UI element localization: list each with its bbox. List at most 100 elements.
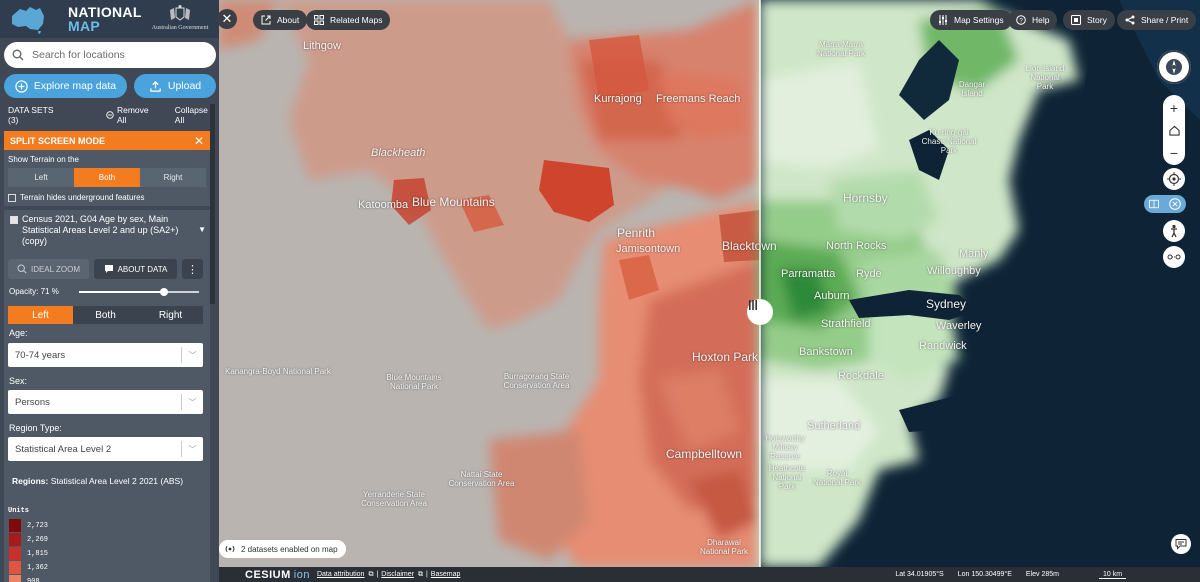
layer-side-toggle: Left Both Right: [8, 306, 203, 324]
home-icon[interactable]: [1168, 125, 1180, 136]
label-kanangra: Kanangra-Boyd National Park: [225, 367, 331, 376]
zoom-in-icon[interactable]: +: [1169, 99, 1179, 116]
label-lithgow: Lithgow: [303, 40, 341, 52]
opacity-slider[interactable]: [79, 288, 199, 296]
locate-me-button[interactable]: [1163, 168, 1185, 190]
sex-select[interactable]: Persons ﹀: [8, 390, 203, 414]
map-settings-button[interactable]: Map Settings: [930, 10, 1012, 30]
ideal-zoom-button[interactable]: IDEAL ZOOM: [8, 259, 89, 279]
legend-row: 908: [9, 575, 40, 582]
status-bar: CESIUM ion Data attribution ⧉ | Disclaim…: [219, 567, 1200, 582]
explore-label: Explore map data: [33, 80, 117, 92]
label-campbelltown: Campbelltown: [666, 447, 743, 461]
data-attribution-link[interactable]: Data attribution: [316, 571, 365, 578]
story-label: Story: [1087, 15, 1107, 25]
about-data-label: ABOUT DATA: [117, 264, 168, 274]
dataset-visibility-checkbox[interactable]: [10, 216, 18, 224]
legend-row: 2,269: [9, 533, 48, 546]
sidebar-scrollbar[interactable]: [210, 104, 215, 304]
minus-circle-icon: [106, 111, 114, 119]
remove-all-button[interactable]: Remove All: [106, 105, 160, 125]
plus-circle-icon: [15, 79, 28, 93]
age-select[interactable]: 70-74 years ﹀: [8, 343, 203, 367]
layer-both-option[interactable]: Both: [73, 306, 138, 324]
split-handle[interactable]: [747, 299, 773, 325]
dataset-header[interactable]: Census 2021, G04 Age by sex, Main Statis…: [4, 210, 210, 247]
about-button[interactable]: About: [253, 10, 308, 30]
split-view-icon: [1149, 199, 1159, 209]
about-data-button[interactable]: ABOUT DATA: [94, 259, 177, 279]
feedback-button[interactable]: [1171, 534, 1191, 554]
pedestrian-mode-button[interactable]: [1163, 220, 1185, 242]
legend-units-label: Units: [8, 507, 30, 515]
label-lion-island: Lion Island National Park: [1025, 64, 1065, 91]
story-button[interactable]: Story: [1063, 10, 1115, 30]
terrain-left-option[interactable]: Left: [8, 168, 74, 187]
sidebar: NATIONAL MAP Australian Government Searc…: [0, 0, 219, 582]
region-type-value: Statistical Area Level 2: [15, 443, 112, 455]
legend-value: 2,269: [27, 535, 49, 544]
help-button[interactable]: ? Help: [1008, 10, 1058, 30]
latitude-readout: Lat 34.01905°S: [895, 571, 944, 578]
help-icon: ?: [1016, 15, 1026, 25]
upload-label: Upload: [167, 80, 202, 92]
label-jamisontown: Jamisontown: [616, 243, 681, 255]
opacity-slider-thumb[interactable]: [160, 288, 169, 296]
close-circle-icon[interactable]: [1169, 198, 1181, 210]
terrain-both-option[interactable]: Both: [74, 168, 140, 187]
legend-row: 1,815: [9, 547, 48, 560]
legend-swatch: [9, 519, 21, 532]
related-maps-button[interactable]: Related Maps: [306, 10, 391, 30]
share-print-button[interactable]: Share / Print: [1117, 10, 1197, 30]
label-rockdale: Rockdale: [838, 370, 884, 382]
label-hornsby: Hornsby: [843, 191, 888, 205]
coat-of-arms-icon: [170, 5, 190, 21]
map-canvas[interactable]: [219, 0, 1200, 567]
datasets-enabled-toast[interactable]: 2 datasets enabled on map: [219, 540, 346, 558]
svg-text:?: ?: [1019, 17, 1023, 24]
collapse-all-button[interactable]: Collapse All: [174, 105, 208, 125]
compass-control[interactable]: [1157, 50, 1191, 84]
zoom-out-icon[interactable]: −: [1169, 144, 1179, 161]
layer-right-option[interactable]: Right: [138, 306, 203, 324]
compass-icon: [1166, 59, 1182, 75]
legend-swatch: [9, 575, 21, 582]
label-willoughby: Willoughby: [927, 265, 981, 277]
more-options-icon[interactable]: ⋮: [182, 259, 203, 279]
sex-label: Sex:: [9, 376, 28, 386]
terrain-right-option[interactable]: Right: [140, 168, 206, 187]
external-link-icon: ⧉: [368, 570, 374, 578]
explore-map-data-button[interactable]: Explore map data: [4, 74, 127, 98]
regions-info: Regions: Statistical Area Level 2 2021 (…: [12, 476, 183, 486]
close-sidebar-button[interactable]: ✕: [217, 9, 237, 29]
upload-button[interactable]: Upload: [134, 74, 216, 98]
help-label: Help: [1032, 15, 1050, 25]
label-freemans-reach: Freemans Reach: [656, 93, 741, 105]
measure-icon: [1167, 254, 1181, 260]
remove-all-label: Remove All: [116, 105, 149, 125]
search-placeholder: Search for locations: [32, 49, 125, 61]
legend-value: 2,723: [27, 521, 49, 530]
datasets-bar: DATA SETS (3) Remove All Collapse All: [0, 104, 219, 126]
label-burragorang: Burragorang State Conservation Area: [503, 372, 570, 390]
chevron-down-icon[interactable]: ▼: [198, 225, 206, 234]
split-screen-control[interactable]: [1144, 195, 1186, 213]
layer-left-option[interactable]: Left: [8, 306, 73, 324]
basemap-link[interactable]: Basemap: [430, 571, 461, 578]
region-type-select[interactable]: Statistical Area Level 2 ﹀: [8, 437, 203, 461]
external-link-icon: ⧉: [417, 570, 423, 578]
crosshair-icon: [1167, 172, 1181, 186]
cesium-text: CESIUM: [245, 568, 291, 581]
map-view[interactable]: Lithgow Blackheath Katoomba Blue Mountai…: [219, 0, 1200, 567]
label-auburn: Auburn: [814, 290, 850, 302]
cesium-logo[interactable]: CESIUM ion: [245, 569, 310, 581]
legend-swatch: [9, 547, 21, 560]
label-blue-mountains: Blue Mountains: [412, 195, 495, 209]
search-input[interactable]: Search for locations: [4, 42, 216, 68]
disclaimer-link[interactable]: Disclaimer: [381, 571, 414, 578]
brand-line2: MAP: [68, 18, 101, 34]
chevron-down-icon: ﹀: [181, 347, 203, 363]
measure-tool-button[interactable]: [1163, 246, 1185, 268]
terrain-hides-checkbox[interactable]: Terrain hides underground features: [8, 193, 210, 202]
close-split-icon[interactable]: ✕: [193, 133, 204, 148]
